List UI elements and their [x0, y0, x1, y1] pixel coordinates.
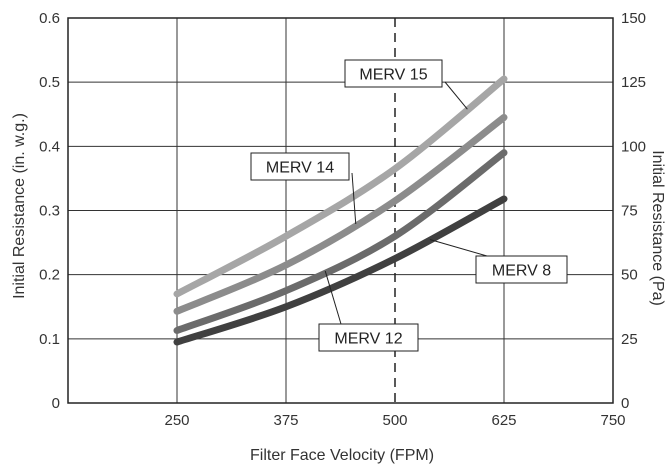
y2-tick-label: 100	[621, 138, 646, 155]
y-tick-label: 0	[52, 395, 60, 412]
x-axis-ticks: 250 375 500 625 750	[164, 412, 625, 429]
x-tick-label: 625	[491, 412, 516, 429]
callout-box	[250, 152, 350, 181]
callout-leader	[324, 270, 342, 325]
y2-tick-label: 0	[621, 395, 629, 412]
y-axis-title: Initial Resistance (in. w.g.)	[11, 113, 28, 299]
x-tick-label: 750	[600, 412, 625, 429]
y-tick-label: 0.4	[39, 138, 60, 155]
y-tick-label: 0.5	[39, 74, 60, 91]
series-label-merv-8: MERV 8	[492, 263, 551, 280]
callout-box	[344, 59, 443, 88]
series-line-merv-12	[173, 149, 508, 334]
x-tick-label: 250	[164, 412, 189, 429]
x-axis-title: Filter Face Velocity (FPM)	[250, 447, 434, 464]
plot-frame	[67, 17, 614, 404]
right-axis-ticks: 0 25 50 75 100 125 150	[621, 10, 646, 412]
y2-tick-label: 150	[621, 10, 646, 27]
y2-axis-title: Initial Resistance (Pa)	[649, 150, 666, 306]
y-tick-label: 0.3	[39, 203, 60, 220]
y2-tick-label: 125	[621, 74, 646, 91]
series-layer	[173, 75, 508, 346]
callout-leader	[351, 172, 357, 225]
y2-tick-label: 75	[621, 203, 638, 220]
series-label-merv-14: MERV 14	[266, 160, 334, 177]
series-line-merv-14	[173, 113, 508, 315]
series-label-merv-15: MERV 15	[359, 67, 427, 84]
y2-tick-label: 50	[621, 267, 638, 284]
x-tick-label: 500	[382, 412, 407, 429]
x-tick-label: 375	[273, 412, 298, 429]
grid	[68, 18, 613, 403]
y-tick-label: 0.6	[39, 10, 60, 27]
left-axis-ticks: 0 0.1 0.2 0.3 0.4 0.5 0.6	[39, 10, 60, 412]
series-label-merv-12: MERV 12	[334, 331, 402, 348]
series-line-merv-8	[173, 195, 508, 346]
callout-box	[475, 255, 568, 284]
callouts: MERV 15 MERV 14 MERV 12 MERV 8	[250, 59, 568, 352]
callout-box	[318, 323, 419, 352]
callout-leader	[444, 81, 468, 110]
callout-leader	[429, 239, 488, 257]
series-line-merv-15	[173, 75, 508, 298]
y-tick-label: 0.2	[39, 267, 60, 284]
y-tick-label: 0.1	[39, 331, 60, 348]
y2-tick-label: 25	[621, 331, 638, 348]
